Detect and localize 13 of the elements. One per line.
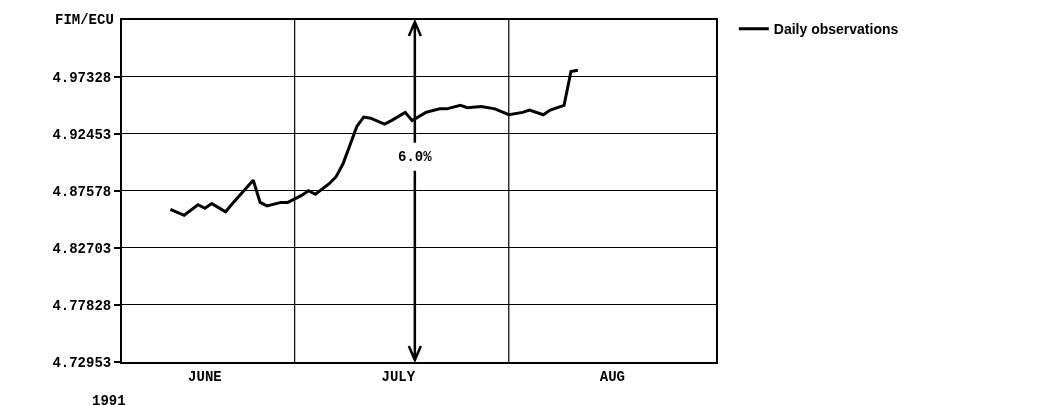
y-tick-label: 4.87578 <box>52 183 112 200</box>
x-tick-label: AUG <box>599 368 626 385</box>
text: 1991 <box>92 393 126 405</box>
annotation: 6.0% <box>398 149 433 165</box>
legend-label: Daily observations <box>773 21 899 38</box>
y-axis-title: FIM/ECU <box>55 12 114 28</box>
y-tick-label: 4.82703 <box>52 240 112 257</box>
y-tick-label: 4.92453 <box>52 126 112 143</box>
y-tick-label: 4.72953 <box>52 354 112 371</box>
x-tick-label: JULY <box>381 368 416 385</box>
x-tick-label: JUNE <box>188 368 222 385</box>
y-tick-label: 4.77828 <box>52 297 112 314</box>
y-tick-label: 4.97328 <box>52 69 112 86</box>
